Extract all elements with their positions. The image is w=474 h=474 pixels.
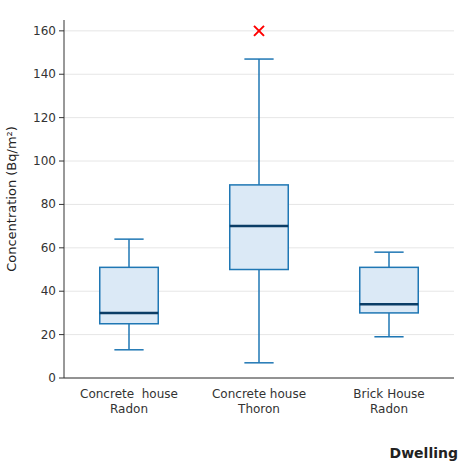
x-tick-label-line: Concrete house (212, 387, 306, 401)
median (230, 225, 289, 228)
y-tick-label: 160 (33, 24, 56, 38)
box (360, 267, 419, 313)
y-tick-label: 40 (41, 284, 56, 298)
y-tick (59, 30, 64, 31)
chart-container: 0 20 40 60 80 100 120 140 160 Concentration (Bq/m… (0, 0, 474, 474)
whisker-low (128, 324, 130, 350)
box-group (100, 239, 159, 350)
chart: 0 20 40 60 80 100 120 140 160 Concentration (Bq/m… (0, 0, 474, 474)
x-axis-line (64, 378, 454, 379)
y-tick (59, 204, 64, 205)
x-tick-label-line: Radon (110, 402, 148, 416)
y-tick (59, 117, 64, 118)
y-tick (59, 378, 64, 379)
x-tick-label-line: Brick House (353, 387, 424, 401)
x-tick-label: Concrete houseThoron (212, 387, 306, 416)
box (100, 267, 159, 323)
cap-low (374, 336, 403, 338)
y-axis-line (64, 20, 65, 378)
box (230, 185, 289, 270)
median (100, 312, 159, 315)
cap-low (244, 362, 273, 364)
y-tick-label: 60 (41, 241, 56, 255)
box-group (230, 26, 289, 363)
cap-high (374, 251, 403, 253)
flier (254, 26, 264, 36)
whisker-high (128, 239, 130, 267)
cap-low (114, 349, 143, 351)
x-tick-label-line: Concrete house (80, 387, 178, 401)
whisker-high (258, 59, 260, 185)
cap-high (114, 238, 143, 240)
whisker-high (388, 252, 390, 267)
x-tick-label-line: Thoron (237, 402, 280, 416)
y-axis: 0 20 40 60 80 100 120 140 160 (33, 20, 454, 385)
y-tick-label: 0 (48, 371, 56, 385)
y-tick-label: 100 (33, 154, 56, 168)
y-tick (59, 334, 64, 335)
x-tick-label: Concrete houseRadon (80, 387, 178, 416)
cap-high (244, 58, 273, 60)
y-tick-label: 140 (33, 67, 56, 81)
y-tick (59, 247, 64, 248)
y-tick (59, 74, 64, 75)
x-axis-label: Dwelling (390, 445, 458, 461)
y-tick (59, 161, 64, 162)
y-tick-label: 120 (33, 111, 56, 125)
y-axis-label: Concentration (Bq/m²) (4, 126, 19, 272)
box-group (360, 252, 419, 337)
median (360, 303, 419, 306)
y-tick-label: 80 (41, 197, 56, 211)
y-tick (59, 291, 64, 292)
y-tick-label: 20 (41, 328, 56, 342)
plot-area (100, 26, 419, 363)
whisker-low (388, 313, 390, 337)
x-tick-label: Brick HouseRadon (353, 387, 424, 416)
grid-line (64, 378, 454, 379)
x-tick-label-line: Radon (370, 402, 408, 416)
whisker-low (258, 270, 260, 363)
